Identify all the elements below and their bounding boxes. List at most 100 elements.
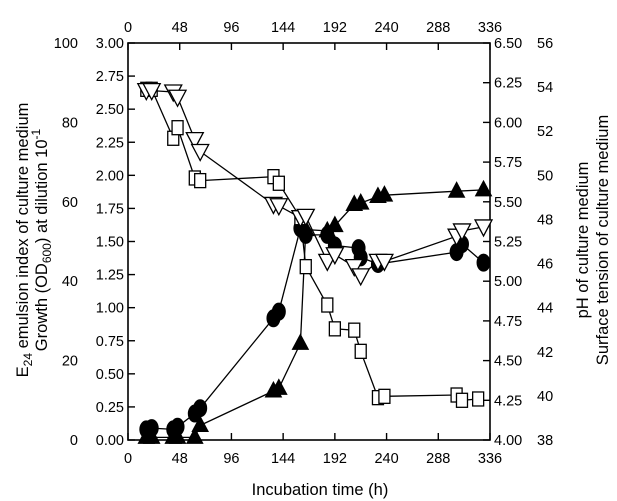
data-point-triangle-down — [374, 253, 394, 272]
x-tick-label-top: 288 — [426, 20, 450, 36]
data-point-triangle-up — [142, 427, 161, 444]
x-tick-label-top: 96 — [223, 20, 239, 36]
data-point-triangle-up — [296, 219, 315, 237]
data-point-triangle-down — [296, 208, 316, 227]
y-tick-label-od: 0.25 — [96, 400, 124, 416]
y-tick-label-ph: 4.00 — [494, 433, 522, 449]
y-axis-label-e24: E24 emulsion index of culture medium — [14, 103, 35, 378]
x-tick-label: 144 — [271, 451, 295, 467]
y-tick-label-ph: 6.25 — [494, 76, 522, 92]
x-tick-label: 240 — [374, 451, 398, 467]
y-tick-label-surface-tension: 48 — [537, 212, 553, 228]
data-point-square — [171, 120, 184, 136]
y-tick-label-od: 2.75 — [96, 69, 124, 85]
data-point-triangle-up — [168, 427, 187, 444]
data-point-triangle-down — [473, 219, 494, 238]
x-axis-label: Incubation time (h) — [252, 481, 389, 499]
x-tick-label-top: 336 — [478, 20, 502, 36]
y-tick-label-od: 2.50 — [96, 102, 124, 118]
x-tick-label: 288 — [426, 451, 450, 467]
x-tick-label: 192 — [323, 451, 347, 467]
data-point-triangle-down — [452, 223, 472, 242]
data-point-square — [272, 175, 285, 191]
x-tick-label: 96 — [223, 451, 239, 467]
data-point-square — [471, 391, 485, 407]
y-tick-label-od: 2.25 — [96, 135, 124, 151]
data-point-circle — [476, 253, 491, 272]
y-tick-label-ph: 5.00 — [494, 274, 522, 290]
y-tick-label-od: 0.00 — [96, 433, 124, 449]
y-tick-label-e24: 40 — [62, 274, 78, 290]
x-tick-label: 336 — [478, 451, 502, 467]
y-tick-label-e24: 100 — [54, 36, 78, 52]
y-tick-label-surface-tension: 56 — [537, 36, 553, 52]
y-tick-label-e24: 20 — [62, 354, 78, 370]
x-tick-label-top: 0 — [124, 20, 132, 36]
y-tick-label-ph: 5.25 — [494, 235, 522, 251]
y-axis-label-surface-tension: Surface tension of culture medium — [594, 115, 612, 365]
y-tick-label-ph: 6.50 — [494, 36, 522, 52]
y-tick-label-e24: 0 — [70, 433, 78, 449]
data-point-square — [348, 322, 361, 338]
data-point-triangle-down — [325, 247, 345, 266]
data-point-triangle-down — [344, 258, 364, 278]
data-point-square — [354, 343, 367, 359]
x-tick-label-top: 48 — [172, 20, 188, 36]
y-tick-label-od: 1.75 — [96, 201, 124, 217]
y-tick-label-ph: 5.50 — [494, 195, 522, 211]
data-point-triangle-down — [351, 268, 371, 287]
data-point-triangle-down — [269, 198, 289, 217]
y-tick-label-surface-tension: 52 — [537, 124, 553, 140]
y-tick-label-od: 0.75 — [96, 334, 124, 350]
data-point-circle — [271, 302, 286, 321]
chart-ticks: 0 0 48 48 96 96 144 144 192 192 240 240 288 288 336 336… — [54, 20, 553, 467]
data-point-triangle-up — [474, 179, 493, 197]
x-tick-label-top: 144 — [271, 20, 295, 36]
x-tick-label-top: 192 — [323, 20, 347, 36]
data-point-square — [321, 297, 334, 313]
y-tick-label-surface-tension: 42 — [537, 345, 553, 361]
y-tick-label-e24: 60 — [62, 195, 78, 211]
y-tick-label-ph: 6.00 — [494, 115, 522, 131]
data-point-triangle-up — [351, 193, 370, 210]
data-point-square — [455, 392, 469, 408]
y-tick-label-od: 0.50 — [96, 367, 124, 383]
data-point-triangle-up — [326, 215, 344, 233]
data-point-triangle-up — [375, 185, 394, 202]
data-point-triangle-up — [447, 181, 466, 198]
y-tick-label-surface-tension: 38 — [537, 433, 553, 449]
data-point-triangle-up — [291, 333, 310, 350]
y-tick-label-ph: 5.75 — [494, 155, 522, 171]
data-point-triangle-down — [142, 82, 162, 102]
y-tick-label-ph: 4.50 — [494, 354, 522, 370]
data-point-square — [299, 258, 312, 275]
y-tick-label-od: 2.00 — [96, 168, 124, 184]
y-tick-label-surface-tension: 40 — [537, 389, 553, 405]
data-point-square — [328, 321, 342, 337]
y-tick-label-surface-tension: 50 — [537, 168, 553, 184]
y-tick-label-od: 1.00 — [96, 301, 124, 317]
x-tick-label: 48 — [172, 451, 188, 467]
chart-labels: Incubation time (h) E24 emulsion index o… — [14, 103, 612, 499]
chart-marks — [136, 81, 494, 444]
y-tick-label-surface-tension: 44 — [537, 301, 553, 317]
data-point-triangle-up — [270, 378, 288, 395]
y-tick-label-ph: 4.75 — [494, 314, 522, 330]
y-tick-label-od: 3.00 — [96, 36, 124, 52]
y-tick-label-surface-tension: 46 — [537, 257, 553, 273]
data-point-triangle-down — [190, 143, 210, 162]
data-point-square — [378, 388, 391, 404]
y-axis-label-ph: pH of culture medium — [574, 162, 592, 319]
series-line-circle — [146, 226, 484, 431]
data-point-triangle-down — [185, 131, 205, 150]
data-point-square — [194, 172, 207, 189]
x-tick-label-top: 240 — [374, 20, 398, 36]
data-point-triangle-up — [185, 427, 204, 444]
data-point-circle — [193, 399, 208, 418]
y-tick-label-ph: 4.25 — [494, 393, 522, 409]
data-point-triangle-up — [191, 415, 210, 432]
y-axis-label-growth: Growth (OD600) at dilution 10-1 — [29, 128, 54, 351]
y-tick-label-surface-tension: 54 — [537, 80, 553, 96]
data-point-triangle-down — [167, 89, 188, 108]
